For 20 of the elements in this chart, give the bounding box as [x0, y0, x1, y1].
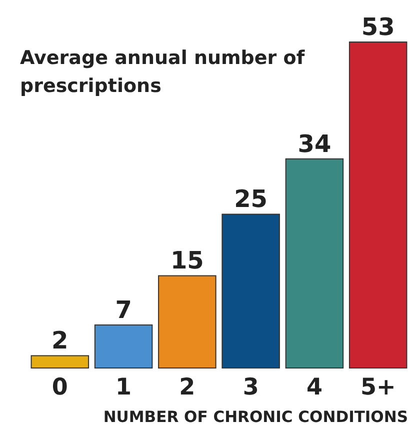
data-label: 25 — [234, 185, 268, 214]
x-tick-label: 4 — [306, 374, 322, 401]
data-label: 7 — [115, 296, 132, 324]
x-tick-label: 0 — [52, 374, 68, 401]
text: Average annual number of prescriptions — [20, 47, 306, 97]
x-tick-label: 1 — [116, 374, 132, 401]
bar — [30, 355, 90, 368]
bar — [348, 42, 408, 368]
bar — [285, 158, 344, 368]
bar — [94, 324, 153, 368]
x-tick-label: 3 — [242, 374, 259, 401]
x-tick-label: 5+ — [360, 374, 396, 401]
data-label: 2 — [52, 326, 68, 355]
data-label: 15 — [170, 246, 204, 275]
x-tick-label: 2 — [179, 374, 196, 401]
bar — [158, 275, 216, 368]
x-axis-title: NUMBER OF CHRONIC CONDITIONS — [103, 408, 408, 426]
data-label: 34 — [298, 130, 332, 158]
data-label: 53 — [361, 13, 395, 41]
bar — [222, 214, 280, 368]
